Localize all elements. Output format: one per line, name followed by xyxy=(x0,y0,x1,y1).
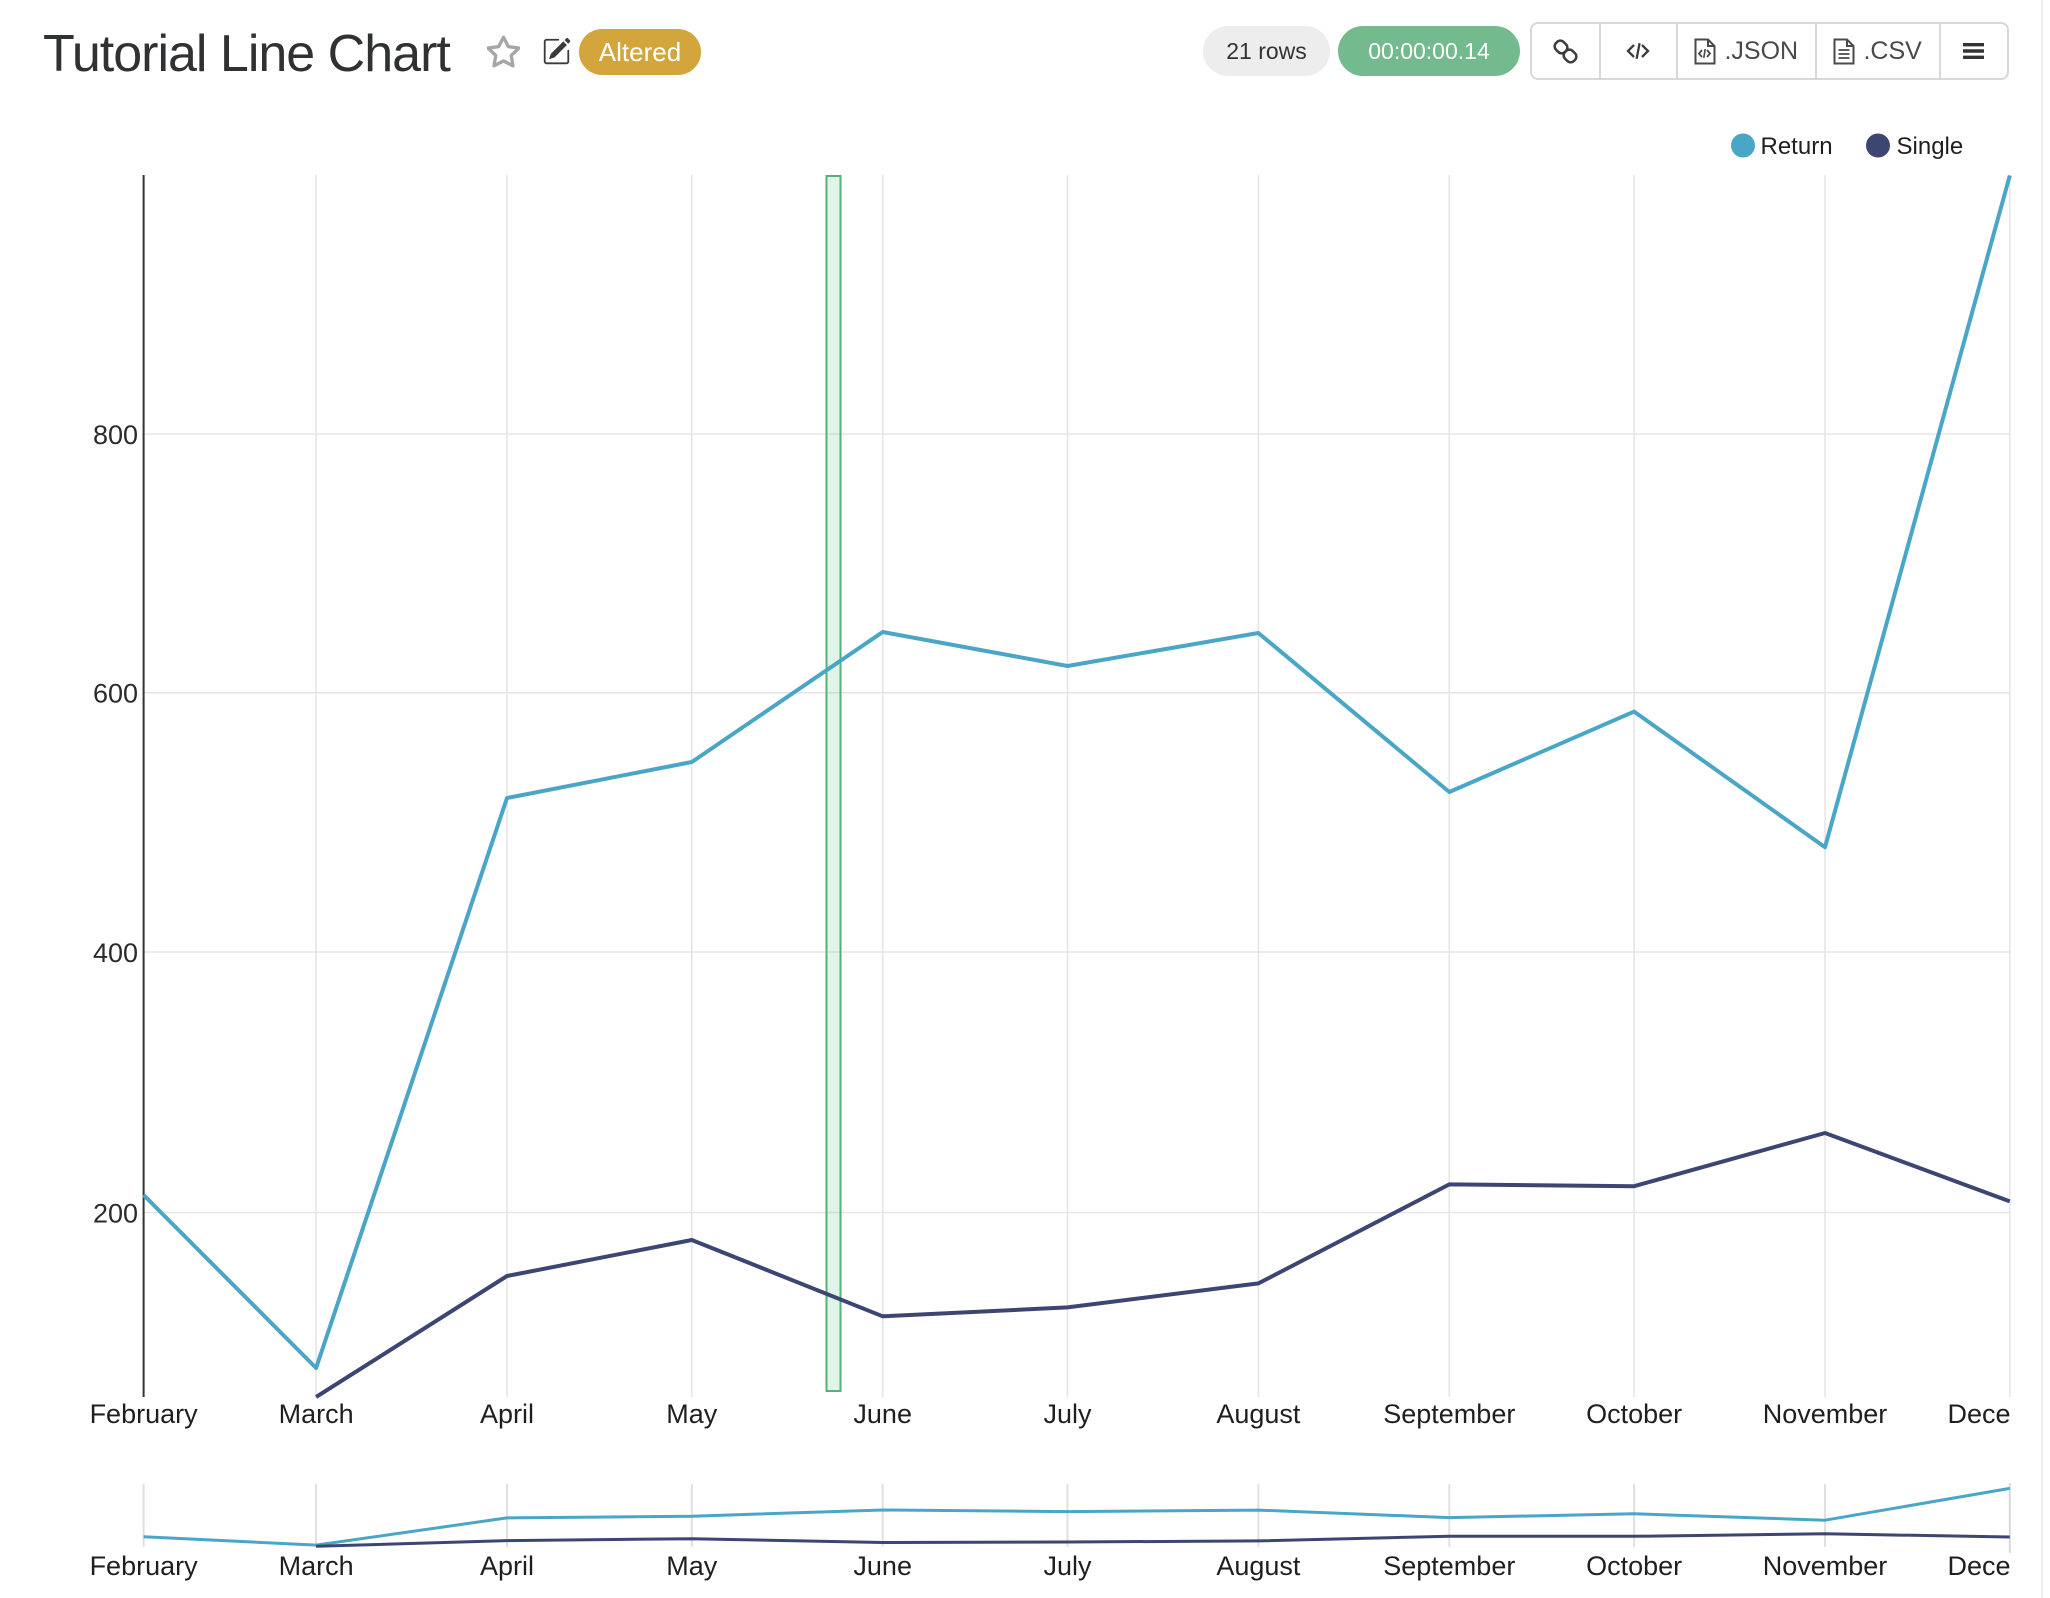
svg-text:August: August xyxy=(1216,1399,1301,1429)
svg-text:September: September xyxy=(1383,1399,1515,1429)
svg-text:December: December xyxy=(1948,1551,2050,1581)
svg-text:June: June xyxy=(853,1551,912,1581)
svg-text:July: July xyxy=(1043,1399,1092,1429)
svg-text:June: June xyxy=(853,1399,912,1429)
svg-text:Return: Return xyxy=(1761,133,1833,160)
svg-text:April: April xyxy=(480,1399,534,1429)
svg-text:March: March xyxy=(279,1551,354,1581)
svg-text:600: 600 xyxy=(93,679,138,709)
svg-text:September: September xyxy=(1383,1551,1515,1581)
svg-text:April: April xyxy=(480,1551,534,1581)
svg-text:Single: Single xyxy=(1897,133,1964,160)
svg-text:October: October xyxy=(1586,1399,1682,1429)
svg-text:March: March xyxy=(279,1399,354,1429)
svg-text:February: February xyxy=(90,1399,199,1429)
svg-text:800: 800 xyxy=(93,420,138,450)
svg-text:November: November xyxy=(1763,1551,1888,1581)
svg-text:July: July xyxy=(1043,1551,1092,1581)
svg-text:December: December xyxy=(1948,1399,2050,1429)
svg-text:October: October xyxy=(1586,1551,1682,1581)
svg-text:August: August xyxy=(1216,1551,1301,1581)
svg-text:200: 200 xyxy=(93,1198,138,1228)
svg-text:May: May xyxy=(666,1551,718,1581)
svg-text:November: November xyxy=(1763,1399,1888,1429)
svg-text:May: May xyxy=(666,1399,718,1429)
svg-text:400: 400 xyxy=(93,938,138,968)
svg-text:February: February xyxy=(90,1551,199,1581)
